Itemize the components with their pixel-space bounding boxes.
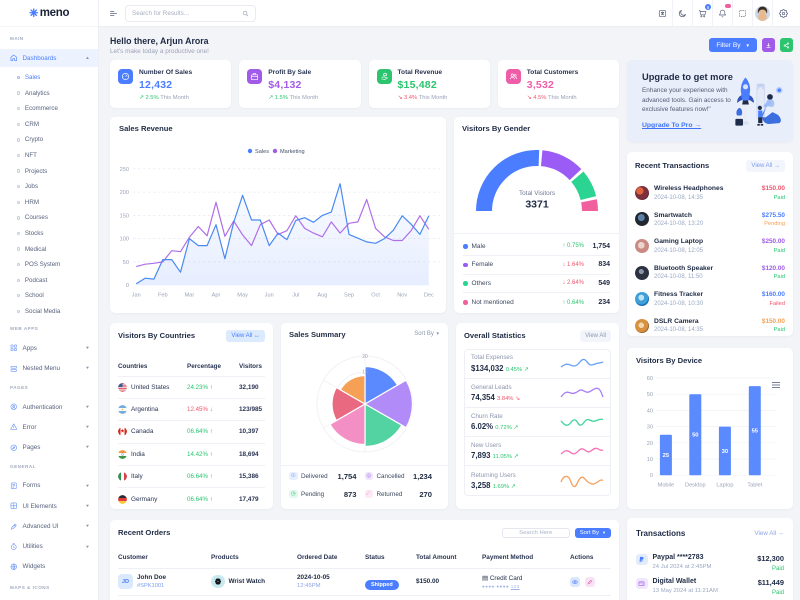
svg-text:0: 0 [650,473,653,479]
svg-text:Sep: Sep [344,292,354,298]
svg-text:Jan: Jan [132,292,141,298]
svg-text:200: 200 [120,190,129,196]
svg-text:Laptop: Laptop [716,482,733,488]
svg-text:Desktop: Desktop [685,482,706,488]
svg-text:50: 50 [692,432,698,438]
svg-text:30: 30 [647,424,653,430]
svg-text:50: 50 [123,259,129,265]
svg-text:20: 20 [362,354,368,360]
svg-text:20: 20 [647,440,653,446]
svg-text:Oct: Oct [371,292,380,298]
svg-text:Mar: Mar [185,292,195,298]
svg-text:Jun: Jun [265,292,274,298]
svg-text:Feb: Feb [158,292,168,298]
svg-text:3371: 3371 [525,198,549,210]
svg-text:30: 30 [722,448,728,454]
svg-text:15: 15 [362,369,368,375]
svg-text:Aug: Aug [317,292,327,298]
svg-text:40: 40 [647,408,653,414]
svg-text:250: 250 [120,166,129,172]
svg-text:10: 10 [647,457,653,463]
svg-text:Jul: Jul [292,292,299,298]
svg-text:55: 55 [752,428,759,434]
svg-text:Mobile: Mobile [658,482,674,488]
svg-text:Marketing: Marketing [280,149,305,155]
svg-text:Nov: Nov [397,292,407,298]
svg-text:Total Visitors: Total Visitors [518,190,554,197]
svg-text:0: 0 [126,283,129,289]
svg-text:60: 60 [647,376,653,382]
svg-text:25: 25 [663,453,670,459]
svg-text:May: May [237,292,248,298]
svg-text:Sales: Sales [255,149,269,155]
svg-text:100: 100 [120,236,129,242]
svg-text:Tablet: Tablet [747,482,762,488]
svg-text:50: 50 [647,392,653,398]
svg-text:Apr: Apr [212,292,221,298]
svg-text:150: 150 [120,213,129,219]
svg-text:Dec: Dec [424,292,434,298]
